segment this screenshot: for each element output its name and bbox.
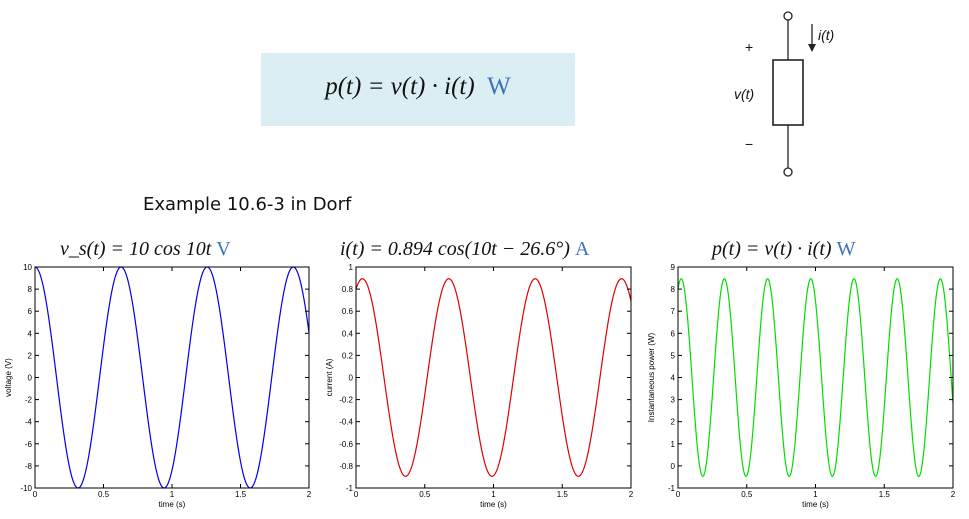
- current-ytick-label: -0.8: [339, 462, 353, 471]
- circuit-bottom-terminal: [783, 167, 793, 177]
- voltage-ytick-label: -10: [20, 484, 32, 493]
- chart-title-voltage-text: v_s(t) = 10 cos 10t: [60, 238, 212, 260]
- plus-sign: +: [745, 39, 753, 55]
- power-ytick-label: 1: [671, 440, 676, 449]
- voltage-ytick-label: 6: [28, 307, 33, 316]
- minus-sign: −: [745, 136, 753, 152]
- current-ytick-label: -0.4: [339, 418, 353, 427]
- current-xtick-label: 1.5: [557, 490, 569, 499]
- power-ytick-label: 4: [671, 374, 676, 383]
- current-label: i(t): [818, 27, 834, 43]
- voltage-ytick-label: 2: [28, 351, 33, 360]
- chart-title-power-text: p(t) = v(t) · i(t): [712, 238, 832, 260]
- power-xtick-label: 1.5: [879, 490, 891, 499]
- chart-title-voltage-unit: V: [216, 238, 231, 260]
- voltage-xtick-label: 1: [170, 490, 175, 499]
- power-xlabel: time (s): [802, 500, 829, 509]
- power-ytick-label: -1: [668, 484, 676, 493]
- current-xtick-label: 2: [629, 490, 634, 499]
- power-ytick-label: 5: [671, 351, 676, 360]
- power-ytick-label: 0: [671, 462, 676, 471]
- chart-title-power-unit: W: [836, 238, 856, 260]
- current-series-line: [355, 278, 632, 477]
- chart-title-voltage: v_s(t) = 10 cos 10t V: [60, 238, 231, 261]
- current-ytick-label: 0.4: [342, 329, 354, 338]
- current-ytick-label: 0.6: [342, 307, 354, 316]
- current-ytick-label: 1: [349, 263, 354, 272]
- voltage-ytick-label: 4: [28, 329, 33, 338]
- voltage-xtick-label: 0.5: [98, 490, 110, 499]
- power-formula-box: p(t) = v(t) · i(t) W: [261, 53, 575, 126]
- voltage-ytick-label: -6: [25, 440, 33, 449]
- power-formula-text: p(t) = v(t) · i(t): [325, 73, 475, 100]
- power-ytick-label: 2: [671, 418, 676, 427]
- voltage-ytick-label: -8: [25, 462, 33, 471]
- chart-title-current-text: i(t) = 0.894 cos(10t − 26.6°): [340, 238, 570, 260]
- current-arrow-head: [808, 44, 816, 52]
- voltage-label: v(t): [734, 86, 754, 102]
- current-xtick-label: 0.5: [419, 490, 431, 499]
- voltage-xtick-label: 1.5: [235, 490, 247, 499]
- current-ytick-label: 0.8: [342, 285, 354, 294]
- voltage-ylabel: voltage (V): [4, 358, 13, 397]
- power-ytick-label: 7: [671, 307, 676, 316]
- voltage-series-line: [34, 266, 310, 489]
- voltage-ytick-label: 0: [28, 374, 33, 383]
- voltage-xtick-label: 0: [33, 490, 38, 499]
- chart-title-current: i(t) = 0.894 cos(10t − 26.6°) A: [340, 238, 589, 261]
- current-ytick-label: 0: [349, 374, 354, 383]
- power-xtick-label: 1: [813, 490, 818, 499]
- voltage-ytick-label: 10: [23, 263, 32, 272]
- power-ytick-label: 8: [671, 285, 676, 294]
- current-ytick-label: -0.2: [339, 396, 353, 405]
- power-ytick-label: 6: [671, 329, 676, 338]
- voltage-ytick-label: -2: [25, 396, 33, 405]
- power-ytick-label: 9: [671, 263, 676, 272]
- voltage-xtick-label: 2: [307, 490, 312, 499]
- current-xtick-label: 1: [491, 490, 496, 499]
- voltage-ytick-label: 8: [28, 285, 33, 294]
- current-ylabel: current (A): [325, 358, 334, 396]
- current-xlabel: time (s): [480, 500, 507, 509]
- current-ytick-label: 0.2: [342, 351, 354, 360]
- example-label: Example 10.6-3 in Dorf: [143, 194, 352, 215]
- chart-title-current-unit: A: [574, 238, 590, 260]
- voltage-ytick-label: -4: [25, 418, 33, 427]
- current-ytick-label: -1: [346, 484, 354, 493]
- power-ytick-label: 3: [671, 396, 676, 405]
- power-formula: p(t) = v(t) · i(t) W: [261, 73, 575, 101]
- voltage-xlabel: time (s): [159, 500, 186, 509]
- power-xtick-label: 0: [676, 490, 681, 499]
- power-xtick-label: 2: [951, 490, 956, 499]
- power-ylabel: Instantaneous power (W): [647, 332, 656, 422]
- power-series-line: [677, 278, 954, 478]
- circuit-element-box: [772, 59, 804, 126]
- chart-title-power: p(t) = v(t) · i(t) W: [712, 238, 855, 261]
- current-ytick-label: -0.6: [339, 440, 353, 449]
- current-xtick-label: 0: [354, 490, 359, 499]
- power-xtick-label: 0.5: [741, 490, 753, 499]
- power-formula-unit: W: [487, 73, 511, 100]
